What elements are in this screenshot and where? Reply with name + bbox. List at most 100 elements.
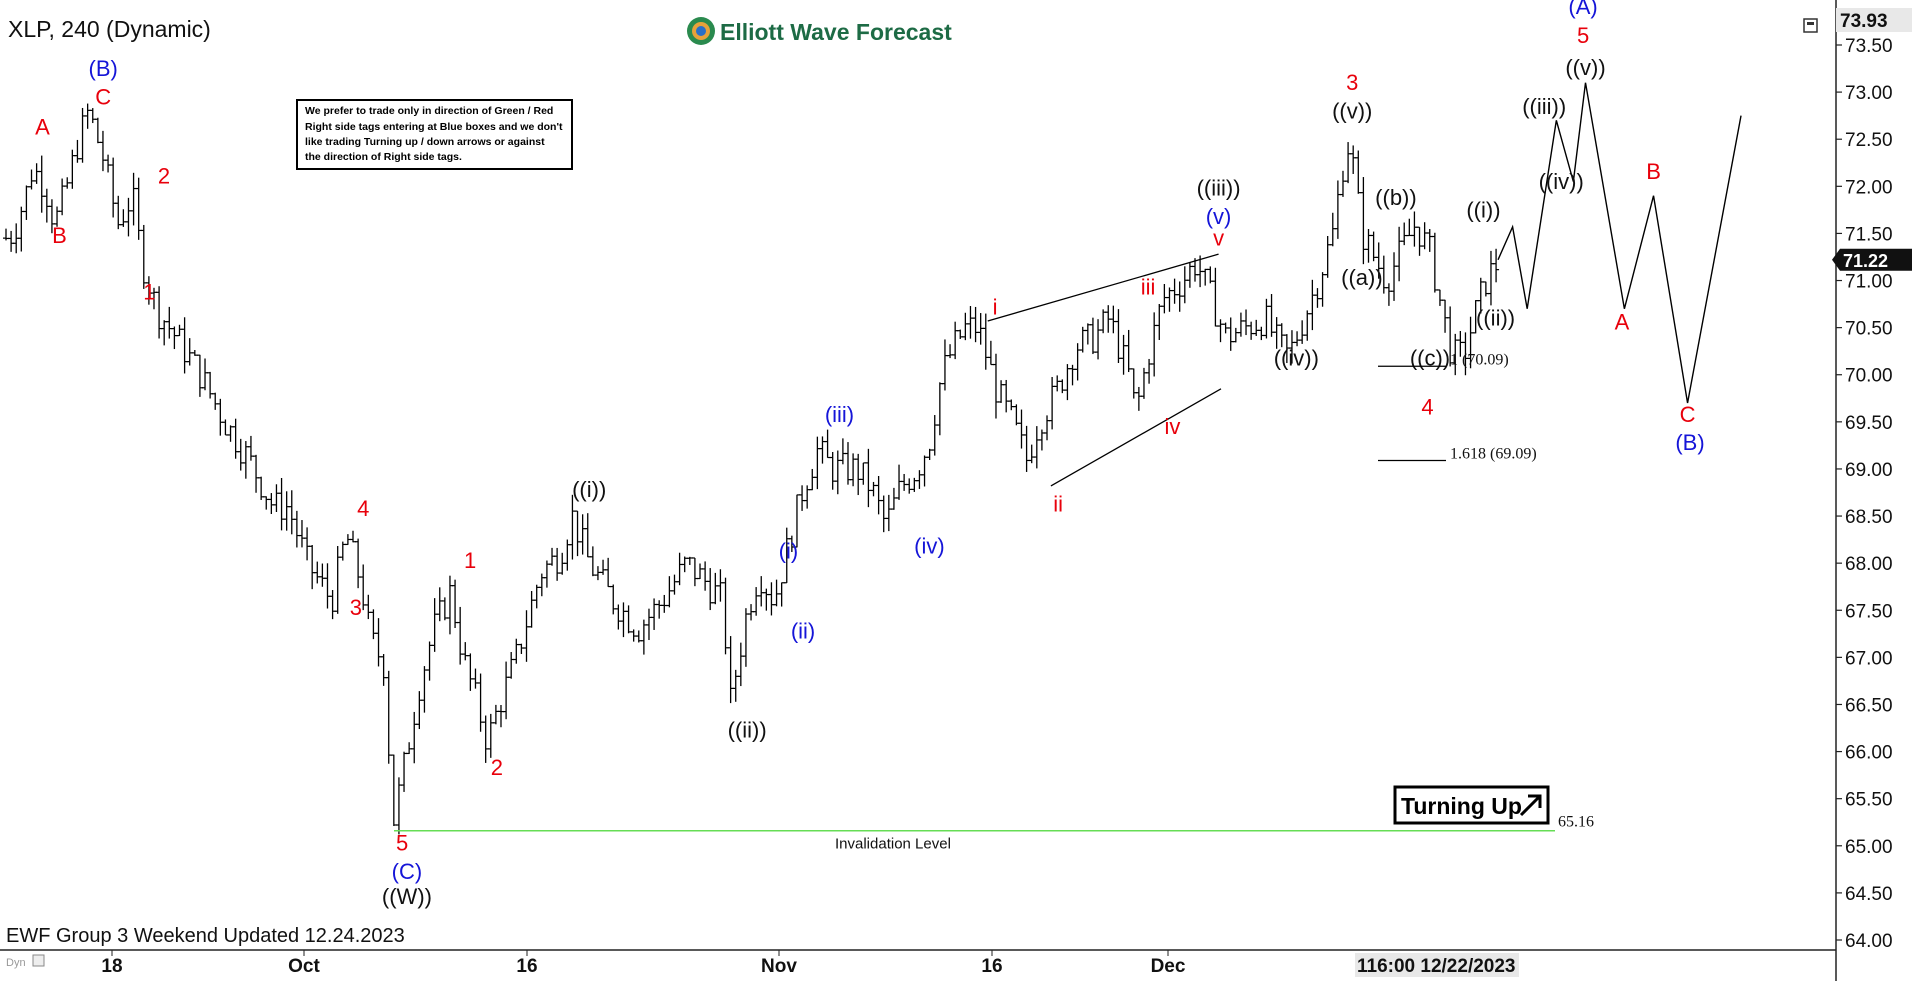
wave-label: ((i)) [572,477,606,502]
price-tick-label: 64.50 [1845,884,1893,905]
chart-title: XLP, 240 (Dynamic) [8,16,211,42]
price-tick-label: 73.00 [1845,83,1893,104]
wave-label: 3 [350,595,362,620]
wave-label: (B) [89,56,118,81]
wave-label: v [1213,226,1224,251]
wave-label: 5 [396,831,408,856]
wave-label: ((W)) [382,884,432,909]
note-line-2: Right side tags entering at Blue boxes a… [305,121,563,133]
wave-label: ((a)) [1341,265,1383,290]
date-tick-label: Dec [1151,956,1186,977]
crosshair-date-label: 116:00 12/22/2023 [1357,956,1516,977]
wave-label: (ii) [791,619,815,644]
wave-label: ((iv)) [1539,169,1584,194]
invalidation-label: Invalidation Level [835,836,951,853]
arrow-up-right-icon [1519,794,1542,817]
max-price-label: 73.93 [1836,8,1912,32]
wedge-upper-line [987,253,1219,322]
wave-label: B [1646,159,1661,184]
fib-level-1618: 1.618 (69.09) [1450,445,1537,462]
wave-label: ((v)) [1565,55,1605,80]
fib-level-1: 1 (70.09) [1450,351,1509,368]
wave-label: C [1680,402,1696,427]
wave-label: (iv) [914,534,945,559]
date-tick-label: Nov [761,956,797,977]
date-tick-label: 16 [981,956,1002,977]
price-tick-label: 70.00 [1845,366,1893,387]
turning-up-label: Turning Up [1401,793,1522,819]
wave-label: ((iii)) [1197,176,1241,201]
note-line-3: like trading Turning up / down arrows or… [305,136,545,148]
projection-line [1497,82,1742,404]
wave-label: 3 [1346,70,1358,95]
note-line-1: We prefer to trade only in direction of … [305,105,553,117]
wave-label: A [1615,310,1630,335]
wave-label: (v) [1206,204,1232,229]
fib-levels: 1 (70.09) 1.618 (69.09) [1378,351,1537,462]
current-price-tag: 71.22 [1832,248,1912,271]
price-tick-label: 66.50 [1845,695,1893,716]
svg-text:Dyn: Dyn [6,957,26,969]
wave-label: 4 [357,496,369,521]
wave-label: C [95,84,111,109]
wave-label: (C) [392,859,423,884]
price-tick-label: 67.00 [1845,648,1893,669]
wave-label: A [35,115,50,140]
brand-name: Elliott Wave Forecast [720,19,952,45]
date-tick-label: Oct [288,956,320,977]
price-tick-label: 68.50 [1845,507,1893,528]
wave-label: B [52,223,67,248]
price-axis: 73.50 73.00 72.50 72.00 71.50 71.00 70.50 70.00… [1836,36,1893,952]
price-tick-label: 73.50 [1845,36,1893,57]
price-tick-label: 65.00 [1845,837,1893,858]
wave-label: ((b)) [1375,185,1417,210]
note-line-4: the direction of Right side tags. [305,151,462,163]
price-tick-label: 65.50 [1845,790,1893,811]
wave-label: ((ii)) [1476,306,1515,331]
invalidation-level: Invalidation Level 65.16 [394,814,1594,853]
date-tick-label: 18 [101,956,122,977]
current-price-label: 71.22 [1843,251,1888,271]
wave-label: 1 [464,548,476,573]
price-tick-label: 72.00 [1845,177,1893,198]
price-bars [3,103,1500,835]
brand-logo: Elliott Wave Forecast [687,17,952,45]
price-tick-label: 68.00 [1845,554,1893,575]
date-tick-label: 16 [516,956,537,977]
projection-path [1497,82,1742,404]
wave-label: ((i)) [1466,197,1500,222]
price-tick-label: 70.50 [1845,319,1893,340]
wave-label: 2 [491,755,503,780]
wave-label: (B) [1675,430,1704,455]
wave-label: 5 [1577,23,1589,48]
wave-label: ((iv)) [1274,345,1319,370]
window-icon[interactable] [1803,18,1818,33]
price-tick-label: 67.50 [1845,601,1893,622]
update-text: EWF Group 3 Weekend Updated 12.24.2023 [6,925,405,947]
crosshair-date-box [1355,953,1519,977]
dyn-corner: Dyn [0,952,45,970]
price-tick-label: 69.50 [1845,413,1893,434]
wave-label: 2 [158,163,170,188]
wave-label: ii [1053,491,1063,516]
wave-label: 4 [1421,394,1433,419]
price-tick-label: 69.00 [1845,460,1893,481]
svg-text:73.93: 73.93 [1840,11,1888,32]
price-tick-label: 72.50 [1845,130,1893,151]
price-tick-label: 71.00 [1845,272,1893,293]
wave-label: 1 [143,279,155,304]
wave-label: (A) [1568,0,1597,19]
wave-label: (i) [779,538,799,563]
update-footer: EWF Group 3 Weekend Updated 12.24.2023 [4,923,407,949]
wave-label: i [993,294,998,319]
wave-label: ((ii)) [728,717,767,742]
trading-note: We prefer to trade only in direction of … [296,99,573,170]
trend-lines [987,253,1222,487]
price-tick-label: 71.50 [1845,224,1893,245]
price-tick-label: 64.00 [1845,931,1893,952]
wave-label: iv [1164,414,1180,439]
wave-label: ((iii)) [1522,94,1566,119]
wave-label: ((v)) [1332,98,1372,123]
price-tick-label: 66.00 [1845,743,1893,764]
